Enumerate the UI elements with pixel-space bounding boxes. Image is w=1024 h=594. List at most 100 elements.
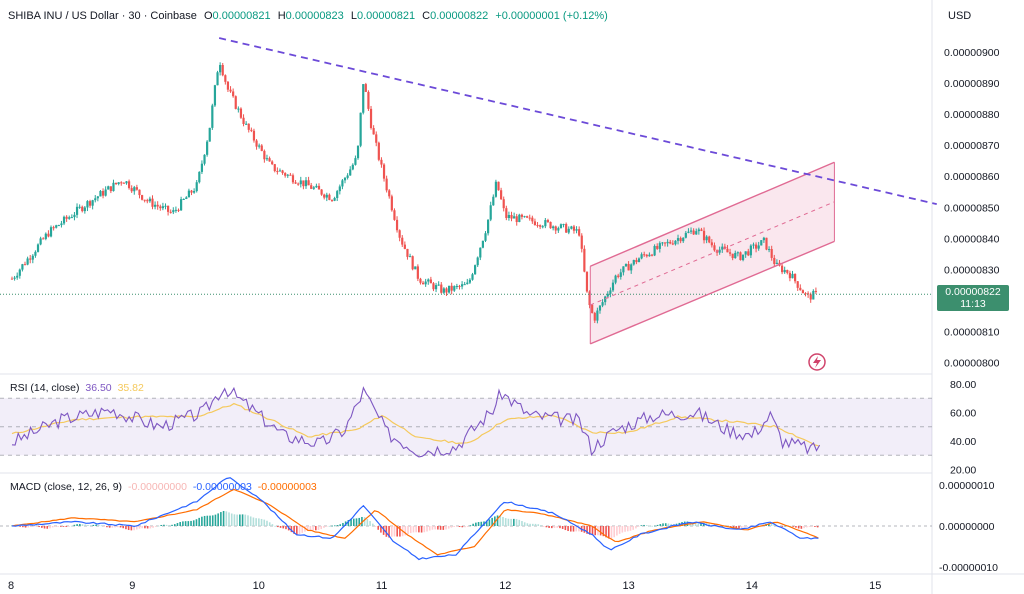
candle-body xyxy=(151,198,154,207)
rsi-legend[interactable]: RSI (14, close) 36.50 35.82 xyxy=(10,382,144,394)
candle-body xyxy=(195,182,198,192)
macd-histogram-bar xyxy=(268,522,271,526)
candle-body xyxy=(109,186,112,192)
currency-button[interactable]: USD xyxy=(948,10,972,22)
macd-histogram-bar xyxy=(266,520,268,526)
candle-body xyxy=(34,251,37,256)
candle-body xyxy=(476,257,479,266)
candle-body xyxy=(21,264,24,270)
candle-body xyxy=(393,210,396,220)
macd-histogram-bar xyxy=(366,518,369,526)
macd-histogram-bar xyxy=(43,526,46,529)
macd-histogram-bar xyxy=(133,526,135,531)
candle-body xyxy=(416,266,419,279)
candle-body xyxy=(221,65,224,76)
candle-body xyxy=(473,265,477,275)
macd-histogram-bar xyxy=(616,526,618,536)
rsi-legend-value: 36.50 xyxy=(85,382,112,394)
macd-histogram-bar xyxy=(583,526,586,533)
macd-histogram-bar xyxy=(648,525,651,527)
candle-body xyxy=(146,200,149,202)
macd-histogram-bar xyxy=(171,524,173,526)
macd-histogram-bar xyxy=(526,523,529,526)
macd-histogram-bar xyxy=(610,526,613,539)
candle-body xyxy=(96,196,99,199)
macd-histogram-bar xyxy=(618,526,621,534)
candle-body xyxy=(749,245,752,256)
candle-body xyxy=(591,305,594,313)
macd-histogram-bar xyxy=(390,526,393,537)
candle-body xyxy=(484,233,487,241)
macd-histogram-bar xyxy=(116,526,119,528)
macd-histogram-bar xyxy=(795,526,797,528)
candle-body xyxy=(47,233,50,237)
candle-body xyxy=(453,286,456,291)
candle-body xyxy=(333,197,336,201)
candle-body xyxy=(528,217,531,219)
candle-body xyxy=(497,181,500,191)
candle-body xyxy=(10,278,14,280)
date-tick-label: 12 xyxy=(499,580,511,592)
macd-histogram-bar xyxy=(735,526,738,529)
macd-histogram-bar xyxy=(236,514,238,526)
candle-body xyxy=(203,154,206,164)
price-tick-label: 0.00000900 xyxy=(944,47,1000,59)
macd-histogram-bar xyxy=(591,526,594,536)
candle-body xyxy=(127,181,131,189)
macd-histogram-bar xyxy=(51,526,54,528)
macd-histogram-bar xyxy=(371,523,374,526)
price-tick-label: 0.00000860 xyxy=(944,171,1000,183)
lightning-bolt-icon[interactable] xyxy=(808,353,826,371)
macd-histogram-bar xyxy=(781,526,784,527)
macd-histogram-bar xyxy=(144,526,146,529)
candle-body xyxy=(518,214,521,223)
candle-body xyxy=(354,158,357,165)
macd-histogram-bar xyxy=(92,524,95,526)
candle-body xyxy=(539,225,542,227)
candle-body xyxy=(536,225,539,227)
candle-body xyxy=(645,254,648,257)
macd-histogram-bar xyxy=(198,517,200,526)
candle-body xyxy=(513,216,516,219)
candle-body xyxy=(578,229,581,236)
price-tick-label: 0.00000890 xyxy=(944,78,1000,90)
candle-body xyxy=(447,285,451,293)
candle-body xyxy=(229,89,232,92)
macd-histogram-bar xyxy=(49,526,51,529)
candle-body xyxy=(731,253,734,259)
candle-body xyxy=(643,254,646,256)
macd-histogram-bar xyxy=(100,525,103,527)
macd-histogram-bar xyxy=(168,525,171,526)
candle-body xyxy=(271,161,274,165)
macd-histogram-bar xyxy=(518,519,521,526)
candle-body xyxy=(494,181,498,197)
high-label: H xyxy=(277,10,286,22)
candle-body xyxy=(455,285,458,287)
symbol-title[interactable]: SHIBA INU / US Dollar · 30 · Coinbase xyxy=(8,10,197,22)
candle-body xyxy=(721,246,724,250)
macd-histogram-bar xyxy=(81,524,84,526)
low-value: 0.00000821 xyxy=(356,10,416,22)
macd-histogram-bar xyxy=(352,518,355,526)
macd-histogram-bar xyxy=(534,523,537,526)
channel-fill xyxy=(590,162,835,344)
candle-body xyxy=(752,244,755,246)
candle-body xyxy=(541,226,544,228)
date-axis[interactable]: 8 9 10 11 12 13 14 15 xyxy=(8,580,881,592)
macd-histogram-bar xyxy=(499,515,502,526)
candle-body xyxy=(531,217,534,222)
candle-body xyxy=(187,190,191,198)
candle-body xyxy=(86,201,89,208)
macd-histogram-bar xyxy=(24,526,27,528)
macd-histogram-bar xyxy=(60,526,62,527)
macd-legend[interactable]: MACD (close, 12, 26, 9) -0.00000000 -0.0… xyxy=(10,481,317,493)
macd-histogram-bar xyxy=(797,526,800,529)
price-tick-label: 0.00000810 xyxy=(944,326,1000,338)
macd-histogram-bar xyxy=(211,515,214,526)
macd-histogram-bar xyxy=(456,526,458,527)
candle-body xyxy=(814,290,818,292)
macd-histogram-bar xyxy=(637,526,640,527)
macd-histogram-bar xyxy=(578,526,580,532)
candle-body xyxy=(588,291,591,306)
